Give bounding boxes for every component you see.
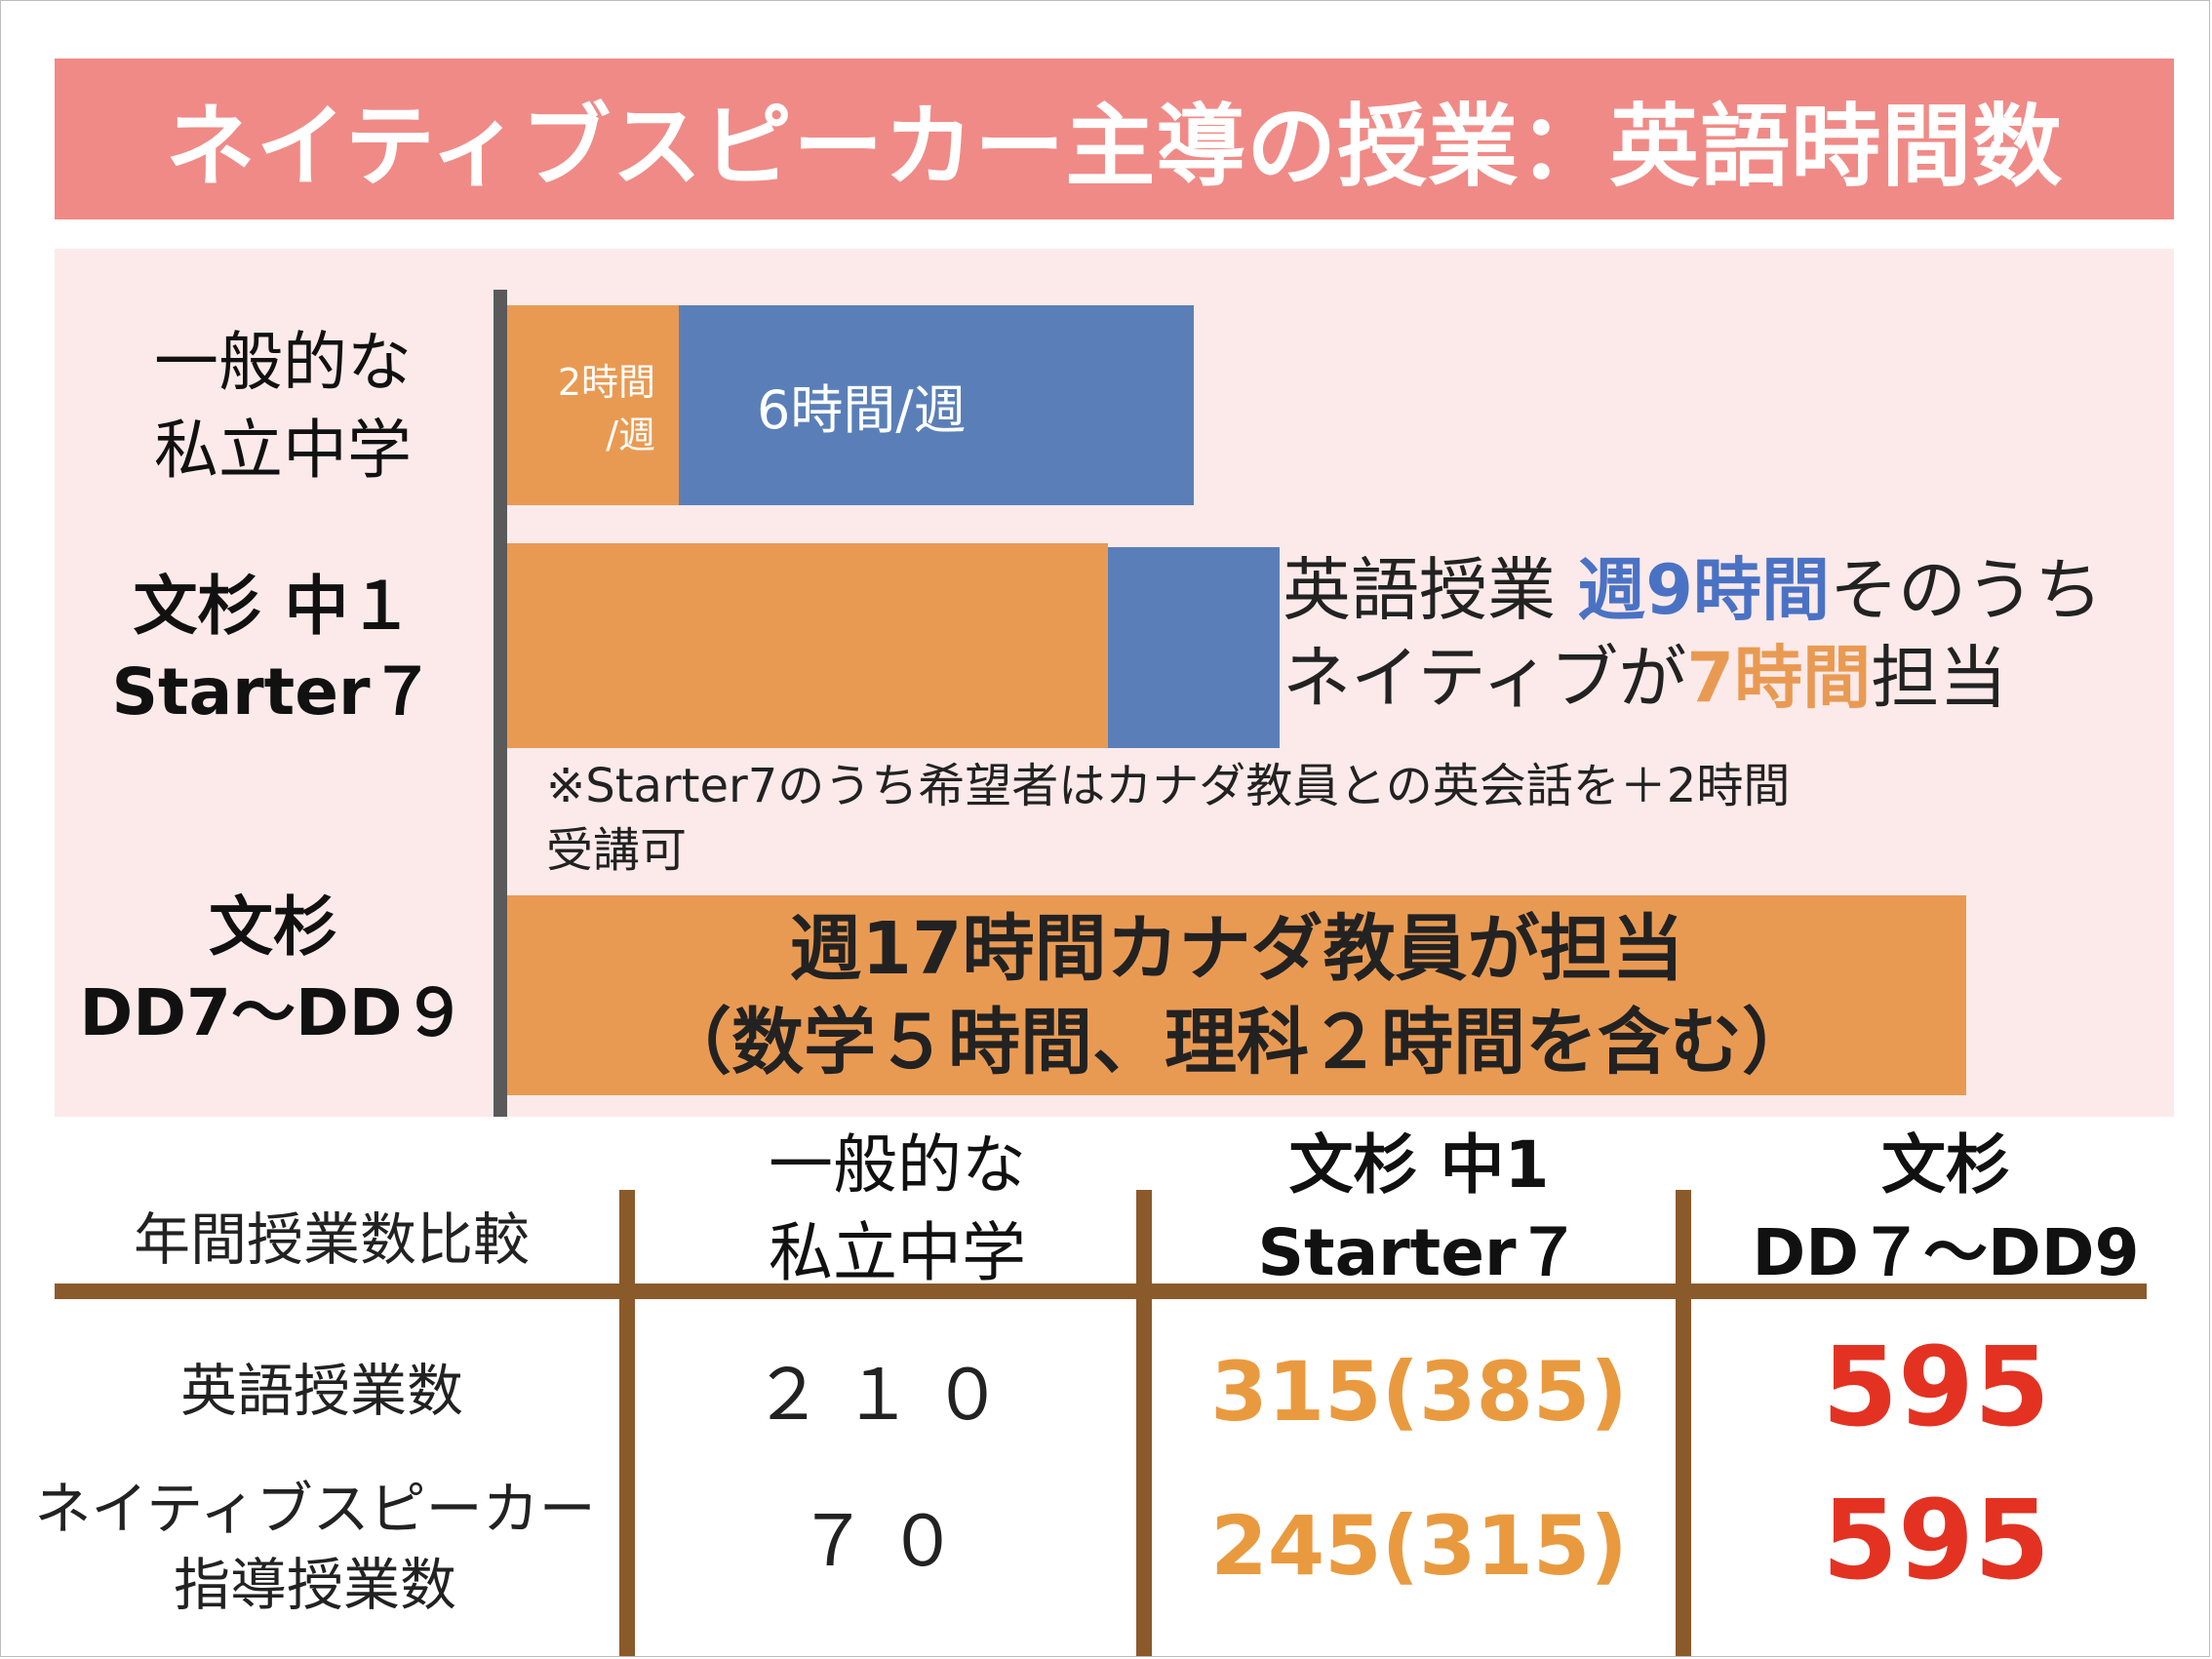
starter-annotation-line2: ネイティブが7時間担当	[1283, 634, 2103, 722]
row-label-dd-line1: 文杉	[209, 889, 337, 965]
starter-annotation-line1: 英語授業 週9時間そのうち	[1283, 546, 2103, 634]
table-col-divider-1	[619, 1190, 635, 1656]
title-banner: ネイティブスピーカー主導の授業：英語時間数	[55, 59, 2174, 219]
table-col-divider-2	[1136, 1190, 1152, 1656]
table-cell-native-starter: 245(315)	[1210, 1498, 1628, 1594]
row-label-dd-line2: DD7～DD９	[79, 975, 467, 1050]
starter-note-line2: 受講可	[546, 823, 688, 878]
bar-dd-native: 週17時間カナダ教員が担当 （数学５時間、理科２時間を含む）	[507, 895, 1966, 1095]
table-row-native-label: ネイティブスピーカー 指導授業数	[8, 1471, 622, 1623]
table-row-native-label-line2: 指導授業数	[173, 1552, 456, 1618]
table-cell-english-starter: 315(385)	[1210, 1344, 1628, 1440]
table-cell-native-general: ７０	[797, 1500, 977, 1582]
starter-annotation: 英語授業 週9時間そのうち ネイティブが7時間担当	[1283, 546, 2103, 722]
table-row-english-label: 英語授業数	[179, 1358, 463, 1424]
table-corner-label: 年間授業数比較	[133, 1206, 530, 1273]
table-cell-english-dd: 595	[1822, 1324, 2050, 1451]
bar-general-other: 6時間/週	[679, 305, 1194, 505]
starter-note-line1: ※Starter7のうち希望者はカナダ教員との英会話を＋2時間	[546, 759, 1791, 813]
bar-starter-other	[1108, 547, 1280, 748]
chart-axis-line	[494, 290, 507, 1117]
starter-annotation-text: そのうち	[1829, 550, 2103, 630]
table-col-dd-line1: 文杉	[1881, 1127, 2010, 1203]
table-col-general-line2: 私立中学	[769, 1215, 1026, 1290]
starter-annotation-text: ネイティブが	[1283, 638, 1687, 718]
bar-general-native: 2時間 /週	[507, 305, 679, 505]
row-label-dd: 文杉 DD7～DD９	[49, 885, 497, 1056]
row-label-starter: 文杉 中１ Starter７	[78, 564, 468, 735]
slide-title: ネイティブスピーカー主導の授業：英語時間数	[165, 95, 2064, 199]
table-cell-english-general: ２１０	[752, 1354, 1022, 1436]
row-label-starter-line2: Starter７	[111, 654, 435, 730]
starter-annotation-text: 担当	[1871, 638, 2008, 718]
bar-dd-label-line2: （数学５時間、理科２時間を含む）	[659, 1000, 1814, 1085]
starter-native-hours: 7時間	[1686, 638, 1872, 718]
starter-annotation-text: 英語授業	[1283, 550, 1578, 630]
table-col-starter: 文杉 中1 Starter７	[1161, 1122, 1678, 1297]
row-label-general-line2: 私立中学	[154, 413, 412, 488]
row-label-starter-line1: 文杉 中１	[133, 569, 414, 644]
table-col-divider-3	[1676, 1190, 1691, 1656]
table-col-general-line1: 一般的な	[769, 1127, 1026, 1203]
table-col-dd: 文杉 DD７～DD9	[1692, 1122, 2199, 1297]
bar-general-native-label: 2時間 /週	[558, 356, 655, 461]
starter-note: ※Starter7のうち希望者はカナダ教員との英会話を＋2時間 受講可	[546, 754, 2087, 883]
table-col-dd-line2: DD７～DD9	[1752, 1215, 2140, 1290]
starter-weekly-hours: 週9時間	[1577, 550, 1830, 630]
table-col-starter-line1: 文杉 中1	[1288, 1127, 1550, 1203]
row-label-general-line1: 一般的な	[154, 325, 412, 400]
bar-general-native-label-line2: /週	[606, 414, 655, 456]
row-label-general: 一般的な 私立中学	[98, 319, 468, 494]
bar-dd-label-line1: 週17時間カナダ教員が担当	[789, 906, 1684, 991]
bar-starter-native	[507, 543, 1108, 748]
table-cell-native-dd: 595	[1822, 1478, 2050, 1604]
table-col-starter-line2: Starter７	[1257, 1215, 1581, 1290]
bar-dd-label: 週17時間カナダ教員が担当 （数学５時間、理科２時間を含む）	[507, 895, 1966, 1095]
bar-general-other-label: 6時間/週	[757, 379, 967, 441]
table-col-general: 一般的な 私立中学	[644, 1122, 1151, 1297]
table-header-rule	[55, 1284, 2147, 1299]
bar-general-native-label-line1: 2時間	[557, 361, 655, 404]
table-row-native-label-line1: ネイティブスピーカー	[34, 1476, 596, 1542]
